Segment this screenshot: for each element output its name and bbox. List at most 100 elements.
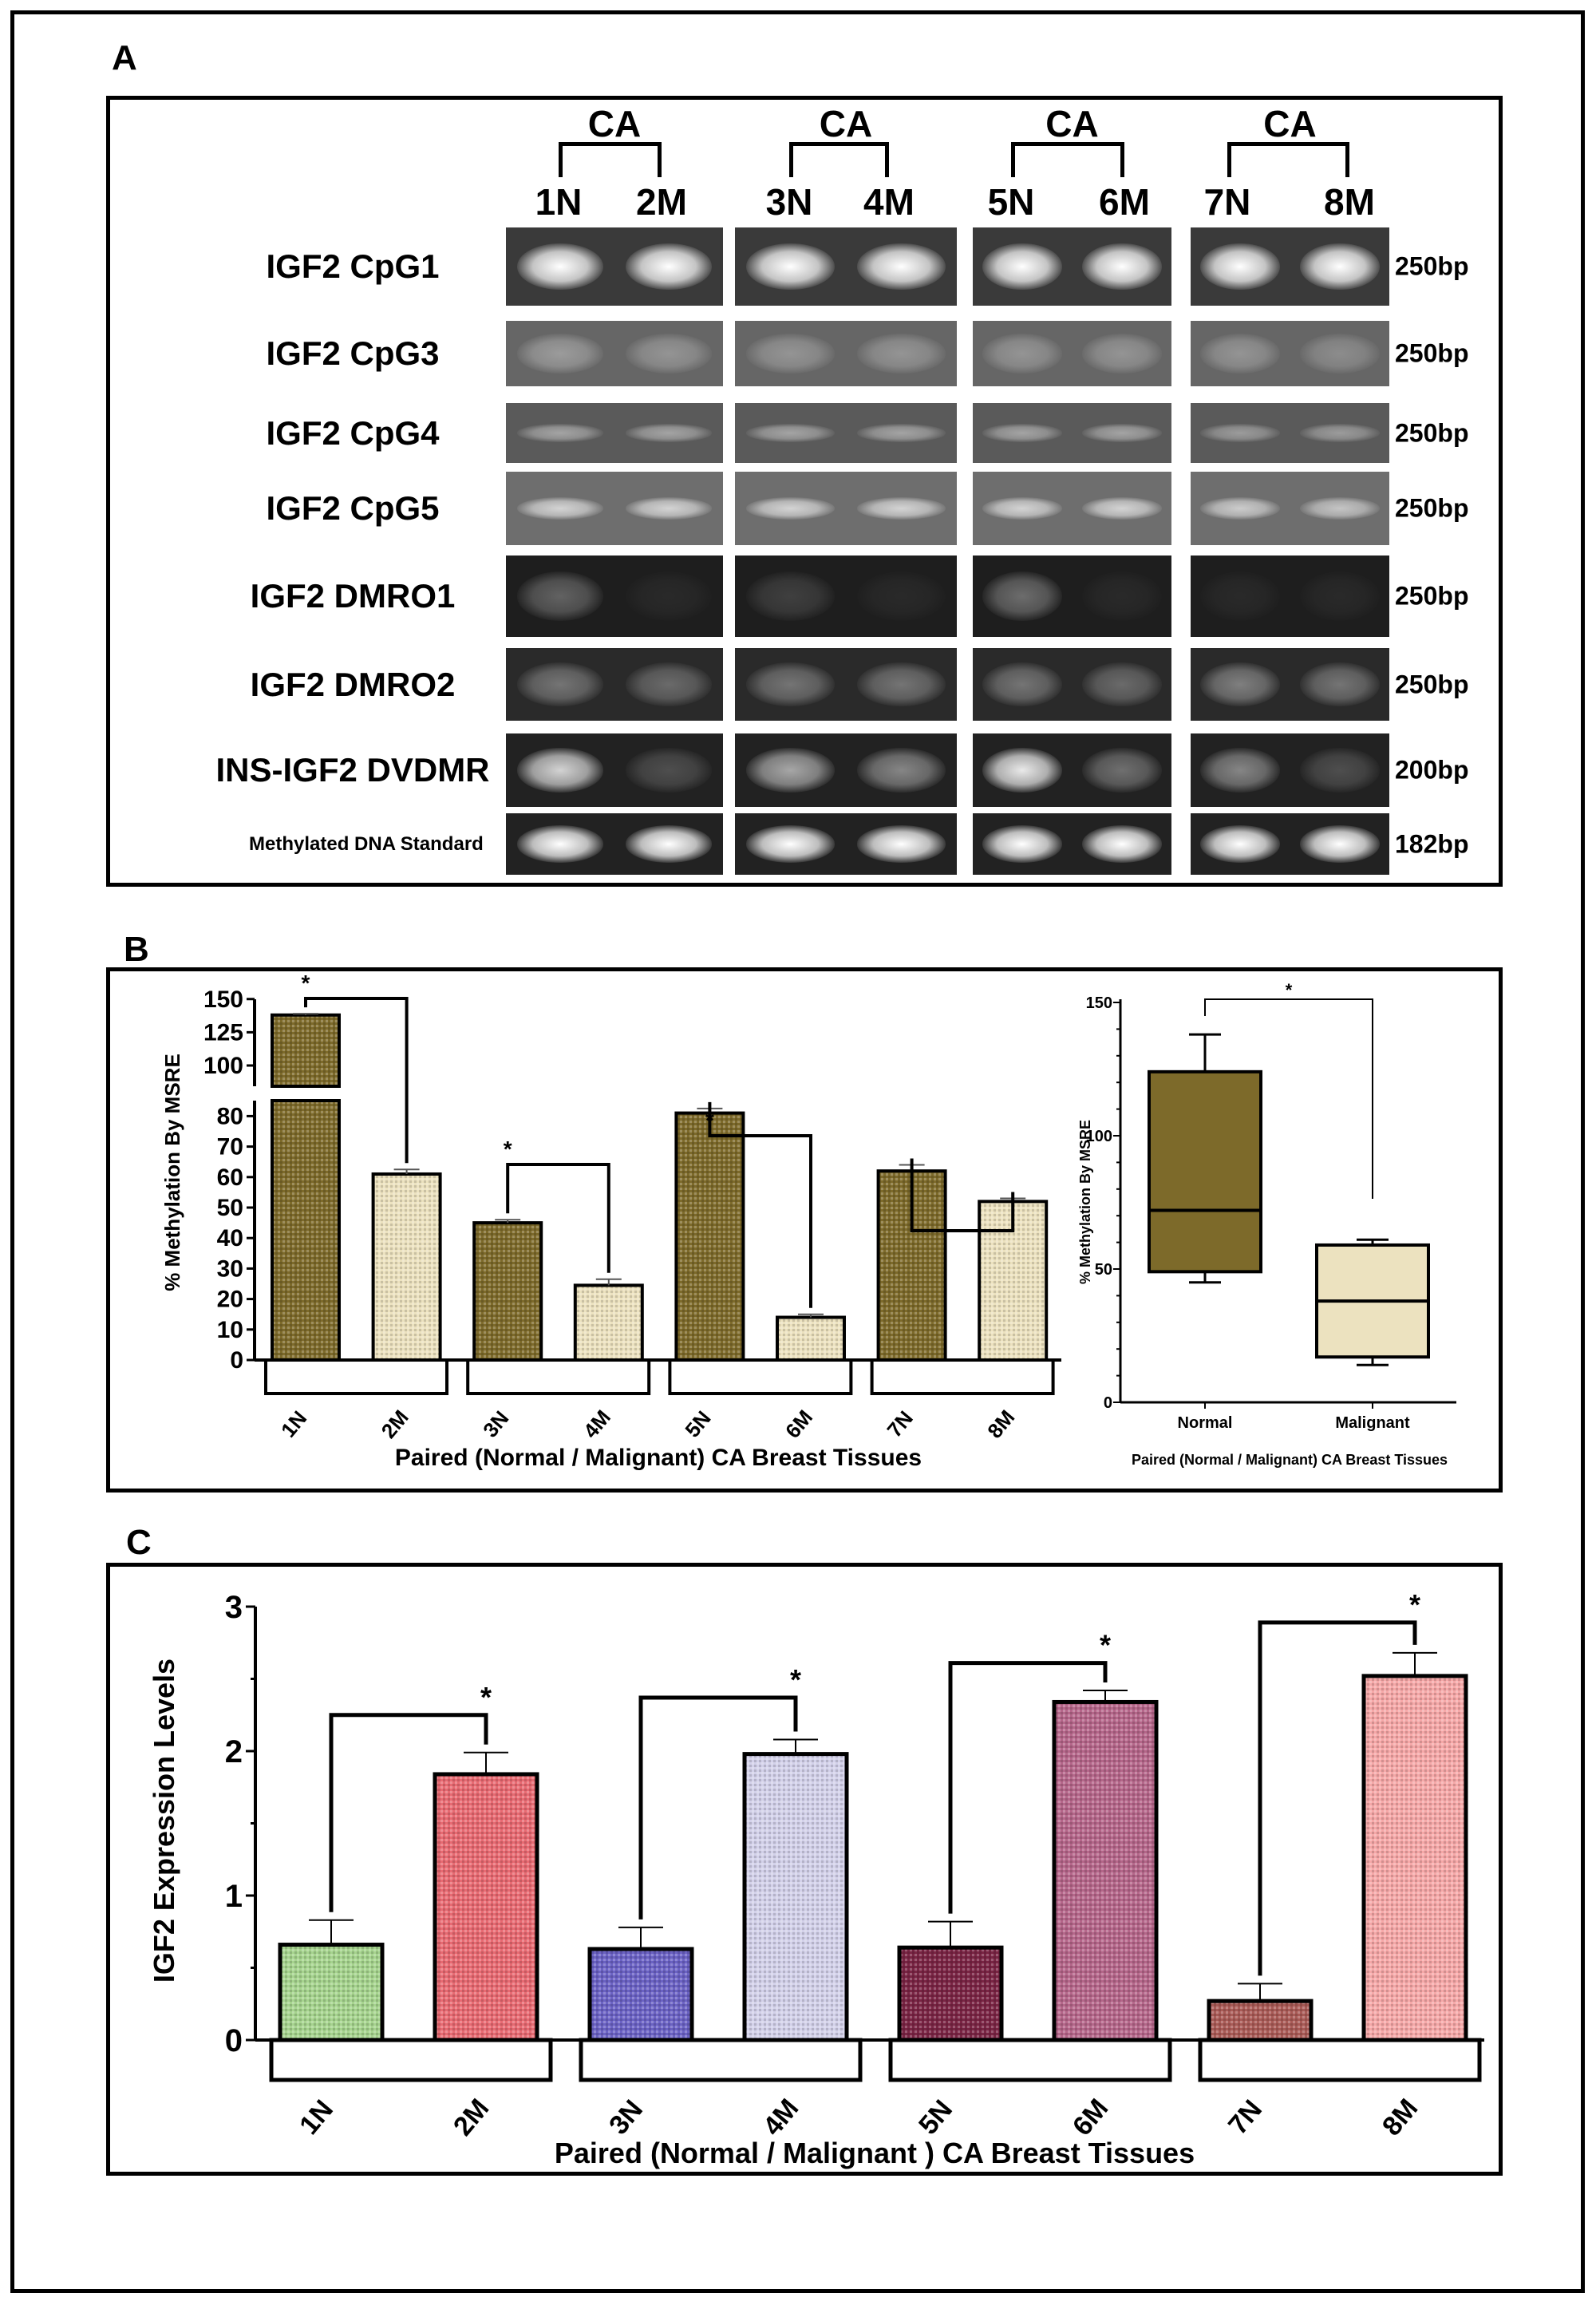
x-axis-label: Paired (Normal / Malignant ) CA Breast T… — [555, 2137, 1195, 2169]
dna-band — [745, 571, 836, 621]
significance-bracket — [708, 1101, 812, 1308]
dna-band — [625, 334, 713, 374]
gel-lane-group — [506, 733, 723, 807]
gel-row-label: IGF2 DMRO2 — [250, 665, 456, 703]
dna-band — [1200, 662, 1281, 706]
dna-band — [1081, 825, 1162, 863]
x-axis-label: Paired (Normal / Malignant) CA Breast Ti… — [395, 1445, 922, 1471]
panel-b-frame — [106, 967, 1503, 1493]
y-axis-label: IGF2 Expression Levels — [148, 1659, 180, 1983]
dna-band — [982, 825, 1063, 863]
dna-band — [516, 662, 604, 706]
gel-row-label: IGF2 CpG3 — [266, 334, 440, 372]
dna-band — [1200, 424, 1281, 442]
dna-band — [1299, 825, 1380, 863]
band-size-label: 250bp — [1395, 251, 1469, 281]
group-label: CA — [1045, 103, 1099, 144]
panel-label-a: A — [112, 38, 137, 77]
bar-4M — [573, 1283, 644, 1362]
dna-band — [1299, 424, 1380, 442]
pair-group-box — [668, 1358, 853, 1395]
dna-band — [1299, 497, 1380, 520]
pair-group-box — [579, 2038, 863, 2082]
gel-lane-group — [973, 733, 1171, 807]
gel-lane-group — [506, 555, 723, 637]
dna-band — [625, 662, 713, 706]
significance-bracket — [948, 1661, 1108, 1914]
band-size-label: 250bp — [1395, 338, 1469, 368]
gel-lane-group — [735, 555, 957, 637]
group-bracket — [789, 142, 889, 177]
dna-band — [745, 748, 836, 793]
dna-band — [1081, 243, 1162, 291]
lane-label: 4M — [863, 181, 915, 223]
gel-lane-group — [1191, 733, 1389, 807]
dna-band — [516, 424, 604, 442]
dna-band — [856, 662, 946, 706]
x-tick-label: 4M — [579, 1406, 615, 1443]
lane-label: 7N — [1203, 181, 1251, 223]
y-tick-label: 10 — [217, 1317, 243, 1343]
gel-row-label: IGF2 CpG1 — [266, 247, 440, 285]
dna-band — [516, 243, 604, 291]
significance-bracket — [304, 997, 409, 1164]
y-tick-label: 0 — [230, 1347, 243, 1374]
bar-1N-lower — [271, 1099, 341, 1362]
significance-bracket — [506, 1163, 610, 1273]
gel-row-label: IGF2 DMRO1 — [250, 577, 456, 615]
y-tick-label: 80 — [217, 1103, 243, 1129]
dna-band — [982, 243, 1063, 291]
dna-band — [516, 825, 604, 863]
gel-lane-group — [735, 733, 957, 807]
dna-band — [856, 571, 946, 621]
y-tick-label: 150 — [1086, 994, 1112, 1012]
y-tick-label: 50 — [1095, 1261, 1112, 1279]
y-axis-label: % Methylation By MSRE — [160, 1054, 184, 1291]
dna-band — [982, 424, 1063, 442]
band-size-label: 250bp — [1395, 418, 1469, 447]
gel-lane-group — [735, 321, 957, 386]
bar-1N — [278, 1943, 385, 2042]
band-size-label: 182bp — [1395, 829, 1469, 858]
y-tick-label: 150 — [203, 986, 243, 1013]
dna-band — [745, 662, 836, 706]
gel-lane-group — [1191, 472, 1389, 545]
gel-row-label: IGF2 CpG4 — [266, 413, 440, 452]
dna-band — [1081, 748, 1162, 793]
significance-bracket — [1258, 1620, 1417, 1976]
box-Normal — [1148, 1069, 1262, 1274]
gel-lane-group — [506, 648, 723, 721]
dna-band — [1200, 748, 1281, 793]
x-tick-label: Normal — [1178, 1414, 1233, 1432]
gel-lane-group — [973, 648, 1171, 721]
pair-group-box — [466, 1358, 651, 1395]
lane-label: 5N — [987, 181, 1035, 223]
dna-band — [856, 825, 946, 863]
x-tick-label: 3N — [478, 1406, 513, 1442]
y-tick-label: 3 — [225, 1590, 243, 1625]
lane-label: 6M — [1099, 181, 1150, 223]
dna-band — [625, 424, 713, 442]
significance-bracket — [1204, 998, 1373, 1199]
band-size-label: 250bp — [1395, 670, 1469, 698]
bar-2M — [371, 1172, 442, 1362]
pair-group-box — [1198, 2038, 1482, 2082]
dna-band — [745, 424, 836, 442]
pair-group-box — [888, 2038, 1172, 2082]
gel-lane-group — [735, 648, 957, 721]
dna-band — [1299, 662, 1380, 706]
dna-band — [1081, 497, 1162, 520]
group-label: CA — [587, 103, 642, 144]
gel-lane-group — [973, 227, 1171, 306]
significance-bracket — [910, 1158, 1015, 1232]
y-tick-label: 60 — [217, 1164, 243, 1191]
dna-band — [1081, 334, 1162, 374]
dna-band — [1200, 571, 1281, 621]
dna-band — [625, 748, 713, 793]
panel-label-c: C — [126, 1523, 152, 1562]
group-bracket — [1011, 142, 1124, 177]
dna-band — [1200, 825, 1281, 863]
x-tick-label: 7N — [883, 1406, 918, 1442]
pair-group-box — [870, 1358, 1055, 1395]
pair-group-box — [264, 1358, 448, 1395]
